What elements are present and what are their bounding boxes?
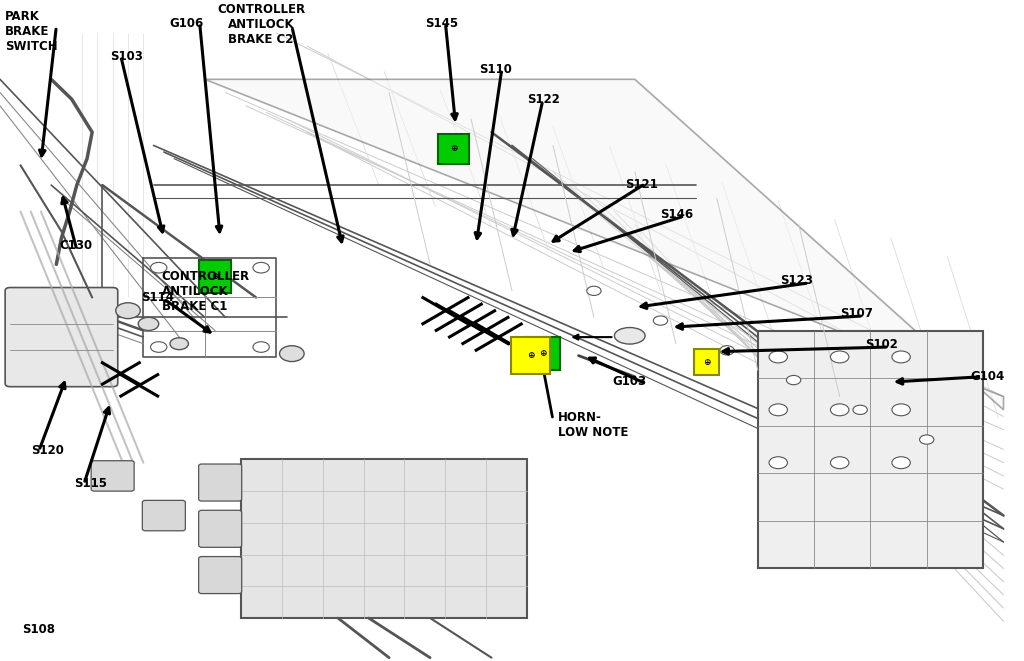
Circle shape [920,435,934,444]
Circle shape [769,351,787,363]
Circle shape [769,404,787,416]
Text: S123: S123 [780,274,813,288]
Text: CONTROLLER
ANTILOCK
BRAKE C2: CONTROLLER ANTILOCK BRAKE C2 [217,3,305,46]
Circle shape [769,457,787,469]
Text: ⊕: ⊕ [539,349,547,358]
Text: PARK
BRAKE
SWITCH: PARK BRAKE SWITCH [5,10,57,53]
Text: HORN-
LOW NOTE: HORN- LOW NOTE [558,411,629,439]
Text: S103: S103 [111,50,143,63]
Circle shape [151,262,167,273]
Text: ⊕: ⊕ [702,358,711,367]
Circle shape [151,342,167,352]
Text: G104: G104 [971,370,1005,383]
Circle shape [892,404,910,416]
Text: S122: S122 [527,93,560,106]
Text: S110: S110 [479,63,512,76]
Ellipse shape [614,327,645,344]
FancyBboxPatch shape [199,260,231,293]
Circle shape [853,405,867,414]
Text: G106: G106 [169,17,203,30]
Circle shape [892,351,910,363]
Text: S115: S115 [74,477,106,490]
FancyBboxPatch shape [199,557,242,594]
Circle shape [892,457,910,469]
FancyBboxPatch shape [526,337,560,370]
FancyBboxPatch shape [199,510,242,547]
Text: S108: S108 [23,623,55,636]
Text: G103: G103 [612,375,646,389]
FancyBboxPatch shape [438,134,469,163]
FancyBboxPatch shape [142,500,185,531]
Text: ⊕: ⊕ [526,351,535,360]
Circle shape [786,375,801,385]
Circle shape [587,286,601,295]
Text: S120: S120 [31,444,63,457]
Text: S145: S145 [425,17,458,30]
FancyBboxPatch shape [91,461,134,491]
Text: CONTROLLER
ANTILOCK
BRAKE C1: CONTROLLER ANTILOCK BRAKE C1 [162,270,250,313]
Circle shape [519,348,556,372]
Text: S121: S121 [625,178,657,192]
Text: S102: S102 [865,338,898,352]
Circle shape [830,351,849,363]
Circle shape [138,317,159,330]
Circle shape [116,303,140,319]
Polygon shape [205,79,1004,410]
Circle shape [170,338,188,350]
Text: C130: C130 [59,239,92,253]
Text: S114: S114 [141,291,174,304]
FancyBboxPatch shape [199,464,242,501]
FancyBboxPatch shape [241,459,527,618]
Circle shape [830,457,849,469]
Text: ⊕: ⊕ [211,272,219,281]
Circle shape [253,342,269,352]
Circle shape [830,404,849,416]
Text: S107: S107 [840,307,872,321]
FancyBboxPatch shape [758,330,983,568]
Circle shape [653,316,668,325]
Circle shape [720,346,734,355]
Circle shape [253,262,269,273]
FancyBboxPatch shape [694,349,719,375]
FancyBboxPatch shape [5,288,118,387]
Text: S146: S146 [660,208,693,221]
FancyBboxPatch shape [511,337,550,374]
Circle shape [280,346,304,362]
Text: ⊕: ⊕ [450,144,458,153]
